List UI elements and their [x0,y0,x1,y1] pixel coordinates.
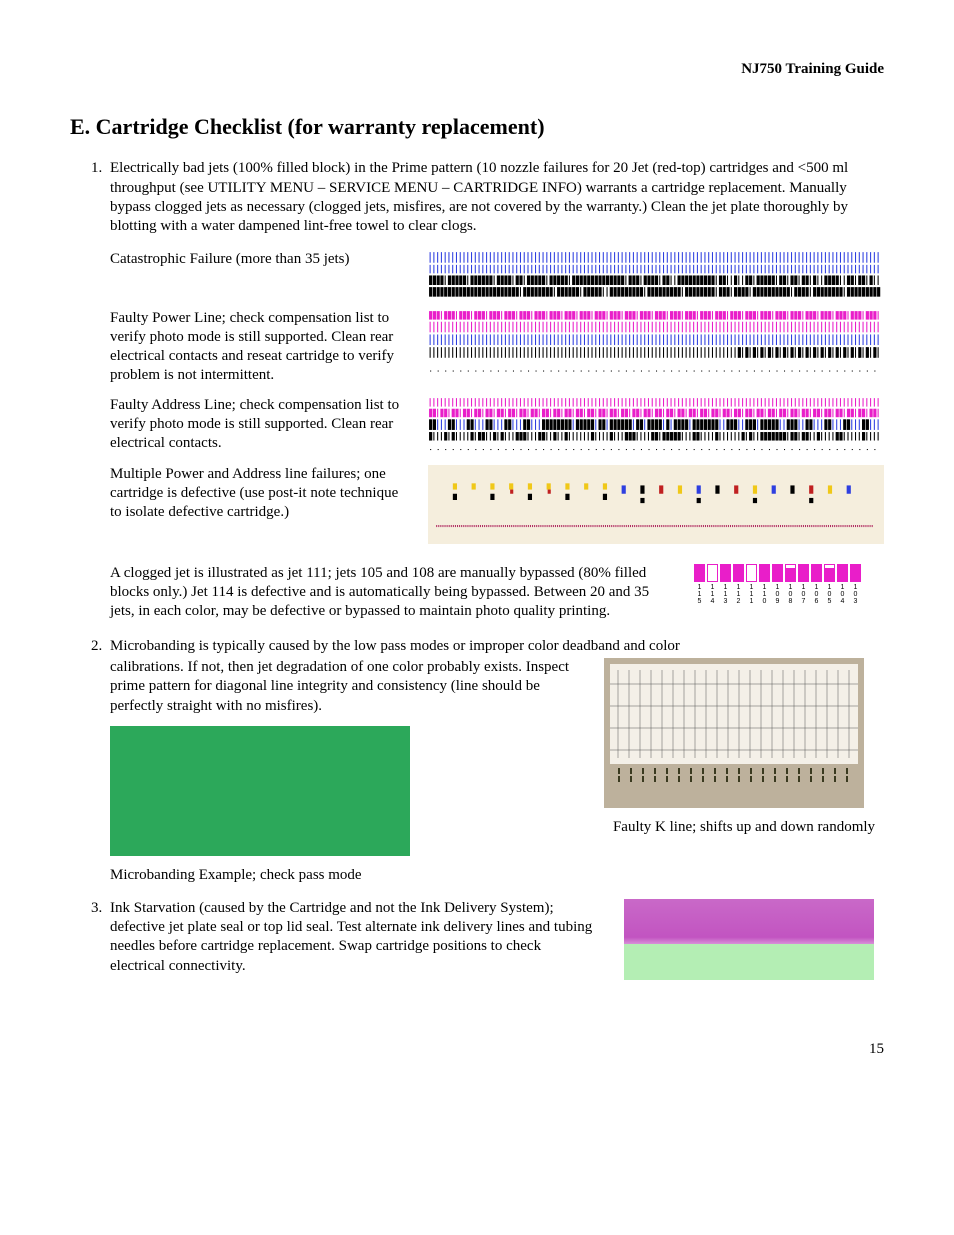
faulty-k-image [604,658,864,808]
microbanding-caption: Microbanding Example; check pass mode [110,866,574,885]
item2-intro-rest: calibrations. If not, then jet degradati… [110,658,574,716]
jet-zoom-illustration: 115114113112111110109108107106105104103 [694,564,884,605]
pattern-address [428,396,884,455]
clogged-text: A clogged jet is illustrated as jet 111;… [110,564,666,622]
ink-starvation-swatch [624,899,884,980]
label-address: Faulty Address Line; check compensation … [110,396,410,454]
item2-intro-first: Microbanding is typically caused by the … [110,638,680,654]
checklist-item-1: Electrically bad jets (100% filled block… [106,159,884,621]
item1-intro: Electrically bad jets (100% filled block… [110,159,884,236]
label-catastrophic: Catastrophic Failure (more than 35 jets) [110,250,410,269]
microbanding-swatch [110,726,410,856]
doc-header: NJ750 Training Guide [70,60,884,79]
page-title: E. Cartridge Checklist (for warranty rep… [70,113,884,141]
label-multiple: Multiple Power and Address line failures… [110,465,410,523]
item3-text: Ink Starvation (caused by the Cartridge … [110,899,594,976]
checklist-item-3: Ink Starvation (caused by the Cartridge … [106,899,884,980]
label-power: Faulty Power Line; check compensation li… [110,309,410,386]
page-number: 15 [70,1040,884,1059]
pattern-catastrophic [428,250,884,299]
pattern-power [428,309,884,379]
pattern-multiple [428,465,884,544]
checklist-item-2: Microbanding is typically caused by the … [106,637,884,885]
faulty-k-caption: Faulty K line; shifts up and down random… [604,818,884,837]
